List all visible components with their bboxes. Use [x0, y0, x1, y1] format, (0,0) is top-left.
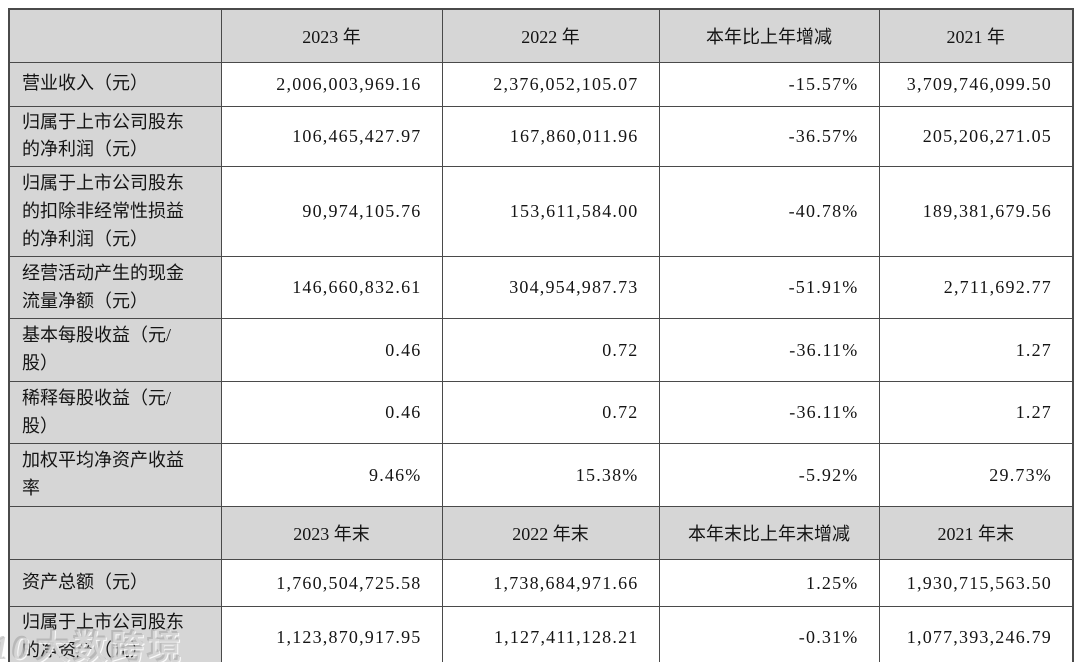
- value-2023: 1,760,504,725.58: [220, 559, 443, 608]
- col-header-2021-yearend: 2021 年末: [878, 506, 1074, 561]
- col-header-2022: 2022 年: [441, 8, 660, 63]
- value-2022: 2,376,052,105.07: [441, 61, 660, 107]
- col-header-2023-yearend: 2023 年末: [220, 506, 443, 561]
- value-2023: 106,465,427.97: [220, 105, 443, 168]
- row-label: 加权平均净资产收益率: [8, 443, 222, 508]
- table-row-revenue: 营业收入（元） 2,006,003,969.16 2,376,052,105.0…: [8, 61, 1074, 107]
- corner-cell: [8, 8, 222, 63]
- value-2021: 1.27: [878, 318, 1074, 383]
- value-change: -36.11%: [658, 318, 880, 383]
- value-2021: 1,077,393,246.79: [878, 606, 1074, 662]
- value-change: 1.25%: [658, 559, 880, 608]
- value-2023: 2,006,003,969.16: [220, 61, 443, 107]
- value-2023: 90,974,105.76: [220, 166, 443, 258]
- value-change: -0.31%: [658, 606, 880, 662]
- value-2022: 153,611,584.00: [441, 166, 660, 258]
- value-2023: 1,123,870,917.95: [220, 606, 443, 662]
- value-2022: 304,954,987.73: [441, 256, 660, 320]
- col-header-yearend-change: 本年末比上年末增减: [658, 506, 880, 561]
- value-2021: 3,709,746,099.50: [878, 61, 1074, 107]
- value-change: -15.57%: [658, 61, 880, 107]
- value-change: -5.92%: [658, 443, 880, 508]
- value-2021: 2,711,692.77: [878, 256, 1074, 320]
- value-2022: 0.72: [441, 318, 660, 383]
- value-2023: 0.46: [220, 318, 443, 383]
- value-change: -36.11%: [658, 381, 880, 445]
- col-header-yoy-change: 本年比上年增减: [658, 8, 880, 63]
- row-label: 稀释每股收益（元/股）: [8, 381, 222, 445]
- row-label: 归属于上市公司股东的扣除非经常性损益的净利润（元）: [8, 166, 222, 258]
- row-label: 资产总额（元）: [8, 559, 222, 608]
- value-change: -36.57%: [658, 105, 880, 168]
- table-row-total-assets: 资产总额（元） 1,760,504,725.58 1,738,684,971.6…: [8, 559, 1074, 608]
- col-header-2023: 2023 年: [220, 8, 443, 63]
- yearend-header-row: 2023 年末 2022 年末 本年末比上年末增减 2021 年末: [8, 506, 1074, 561]
- table-row-basic-eps: 基本每股收益（元/股） 0.46 0.72 -36.11% 1.27: [8, 318, 1074, 383]
- value-2021: 189,381,679.56: [878, 166, 1074, 258]
- value-2021: 29.73%: [878, 443, 1074, 508]
- key-financials-table: 2023 年 2022 年 本年比上年增减 2021 年 营业收入（元） 2,0…: [8, 8, 1074, 662]
- value-2023: 0.46: [220, 381, 443, 445]
- table-row-net-profit-excl-nonrecurring: 归属于上市公司股东的扣除非经常性损益的净利润（元） 90,974,105.76 …: [8, 166, 1074, 258]
- col-header-2022-yearend: 2022 年末: [441, 506, 660, 561]
- row-label: 归属于上市公司股东的净资产（元）: [8, 606, 222, 662]
- row-label: 归属于上市公司股东的净利润（元）: [8, 105, 222, 168]
- value-change: -51.91%: [658, 256, 880, 320]
- table-row-net-profit: 归属于上市公司股东的净利润（元） 106,465,427.97 167,860,…: [8, 105, 1074, 168]
- table-row-weighted-avg-roe: 加权平均净资产收益率 9.46% 15.38% -5.92% 29.73%: [8, 443, 1074, 508]
- row-label: 基本每股收益（元/股）: [8, 318, 222, 383]
- value-2022: 0.72: [441, 381, 660, 445]
- value-change: -40.78%: [658, 166, 880, 258]
- value-2023: 146,660,832.61: [220, 256, 443, 320]
- value-2022: 1,127,411,128.21: [441, 606, 660, 662]
- table-row-operating-cash-flow: 经营活动产生的现金流量净额（元） 146,660,832.61 304,954,…: [8, 256, 1074, 320]
- table-row-net-assets: 归属于上市公司股东的净资产（元） 1,123,870,917.95 1,127,…: [8, 606, 1074, 662]
- col-header-2021: 2021 年: [878, 8, 1074, 63]
- row-label: 营业收入（元）: [8, 61, 222, 107]
- annual-header-row: 2023 年 2022 年 本年比上年增减 2021 年: [8, 8, 1074, 63]
- value-2021: 1,930,715,563.50: [878, 559, 1074, 608]
- value-2023: 9.46%: [220, 443, 443, 508]
- value-2021: 1.27: [878, 381, 1074, 445]
- corner-cell: [8, 506, 222, 561]
- value-2022: 1,738,684,971.66: [441, 559, 660, 608]
- value-2022: 167,860,011.96: [441, 105, 660, 168]
- value-2022: 15.38%: [441, 443, 660, 508]
- row-label: 经营活动产生的现金流量净额（元）: [8, 256, 222, 320]
- table-row-diluted-eps: 稀释每股收益（元/股） 0.46 0.72 -36.11% 1.27: [8, 381, 1074, 445]
- value-2021: 205,206,271.05: [878, 105, 1074, 168]
